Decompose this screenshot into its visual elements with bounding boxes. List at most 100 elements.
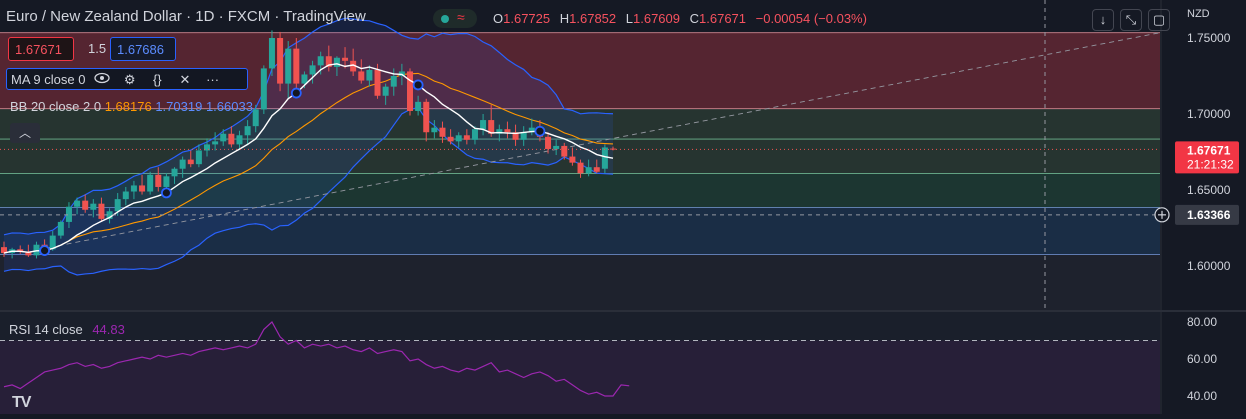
- symbol-title[interactable]: Euro / New Zealand Dollar · 1D · FXCM · …: [6, 8, 366, 25]
- bb-basis-value: 1.68176: [104, 99, 152, 114]
- candle-body: [163, 176, 170, 187]
- candle-body: [90, 203, 97, 210]
- crosshair-tag-bg: [1175, 204, 1239, 225]
- candle-body: [496, 129, 503, 134]
- ma-marker: [160, 187, 172, 199]
- candle-body: [220, 133, 227, 142]
- candle-body: [139, 185, 146, 192]
- currency-label[interactable]: NZD: [1187, 8, 1210, 20]
- low-value: 1.67609: [633, 11, 680, 26]
- fullscreen-icon[interactable]: ⤡: [1120, 9, 1142, 31]
- candle-body: [309, 65, 316, 75]
- price-tick: 1.75000: [1187, 31, 1231, 45]
- bb-label: BB 20 close 2 0: [10, 99, 102, 114]
- close-icon[interactable]: ✕: [179, 72, 191, 87]
- candle-body: [57, 221, 64, 236]
- candle-body: [277, 38, 284, 84]
- candle-body: [415, 101, 422, 111]
- rsi-band: [0, 340, 1160, 415]
- market-status-pill[interactable]: ≈: [433, 9, 477, 28]
- rsi-legend[interactable]: RSI 14 close 44.83: [9, 322, 125, 337]
- rsi-tick: 40.00: [1187, 389, 1217, 403]
- arrow-down-icon[interactable]: ↓: [1092, 9, 1114, 31]
- candle-body: [82, 200, 89, 210]
- price-tick: 1.65000: [1187, 183, 1231, 197]
- candle-body: [106, 211, 113, 219]
- rsi-pane: [0, 312, 1160, 414]
- candle-body: [423, 101, 430, 133]
- candle-body: [301, 74, 308, 84]
- change-value: −0.00054 (−0.03%): [755, 11, 867, 26]
- candle-body: [325, 56, 332, 67]
- candle-body: [1, 247, 7, 254]
- buy-button[interactable]: 1.67686: [110, 37, 176, 61]
- candle-body: [447, 136, 454, 142]
- candle-body: [179, 159, 186, 169]
- crosshair-tag: 1.63366: [1187, 208, 1231, 222]
- eye-icon[interactable]: [91, 69, 113, 91]
- candle-body: [593, 167, 600, 172]
- candle-body: [155, 174, 162, 187]
- open-label: O: [493, 11, 504, 26]
- candle-body: [171, 168, 178, 177]
- trend-line: [39, 32, 1161, 250]
- candle-body: [480, 120, 487, 130]
- collapse-legend-button[interactable]: ︿: [10, 123, 40, 143]
- candle-body: [455, 135, 462, 142]
- candle-body: [212, 141, 219, 145]
- bb-lower-value: 1.66033: [205, 99, 253, 114]
- ma-marker: [290, 87, 302, 99]
- candle-body: [382, 86, 389, 96]
- ma-marker: [412, 79, 424, 91]
- ma-indicator-legend[interactable]: MA 9 close 0 ⚙ {} ✕ ···: [6, 68, 248, 90]
- candle-body: [147, 174, 154, 192]
- ohlc-legend: O1.67725 H1.67852 L1.67609 C1.67671 −0.0…: [493, 11, 873, 26]
- candle-body: [374, 69, 381, 96]
- gray-zone: [0, 254, 1160, 310]
- sell-button[interactable]: 1.67671: [8, 37, 74, 61]
- candle-body: [439, 127, 446, 137]
- candle-body: [342, 57, 349, 61]
- gear-icon[interactable]: ⚙: [123, 72, 136, 87]
- candle-body: [398, 71, 405, 76]
- candle-body: [317, 56, 324, 66]
- candle-body: [293, 48, 300, 84]
- bb-upper-line: [3, 17, 614, 236]
- candle-body: [74, 200, 81, 207]
- candle-body: [561, 145, 568, 157]
- rsi-line: [3, 321, 630, 397]
- price-tick: 1.60000: [1187, 259, 1231, 273]
- candle-body: [130, 185, 137, 192]
- bb-basis-line: [3, 72, 614, 254]
- spread-value: 1.5: [88, 41, 107, 56]
- candle-body: [545, 136, 552, 149]
- code-braces-icon[interactable]: {}: [152, 72, 162, 87]
- more-icon[interactable]: ···: [206, 72, 220, 87]
- candle-body: [512, 132, 519, 140]
- countdown-tag: 21:21:32: [1187, 157, 1234, 171]
- tradingview-logo[interactable]: TV: [12, 394, 31, 411]
- candle-body: [431, 127, 438, 133]
- bb-lower-line: [3, 107, 614, 276]
- lower-green-zone: [0, 173, 1160, 208]
- candle-body: [569, 156, 576, 163]
- candle-body: [236, 135, 243, 145]
- rsi-value: 44.83: [92, 322, 125, 337]
- candle-body: [285, 48, 292, 84]
- price-tick: 1.70000: [1187, 107, 1231, 121]
- candle-body: [504, 129, 511, 133]
- market-open-dot: [441, 15, 449, 23]
- candle-body: [471, 129, 478, 140]
- rsi-tick: 60.00: [1187, 352, 1217, 366]
- candle-body: [553, 145, 560, 149]
- bb-indicator-legend[interactable]: BB 20 close 2 0 1.68176 1.70319 1.66033: [6, 96, 253, 118]
- high-value: 1.67852: [569, 11, 617, 26]
- candle-body: [601, 147, 608, 169]
- ma-label: MA 9 close 0: [11, 72, 86, 87]
- candle-body: [260, 68, 267, 110]
- candle-body: [463, 135, 470, 140]
- screenshot-icon[interactable]: ▢: [1148, 9, 1170, 31]
- ma-marker: [39, 245, 50, 256]
